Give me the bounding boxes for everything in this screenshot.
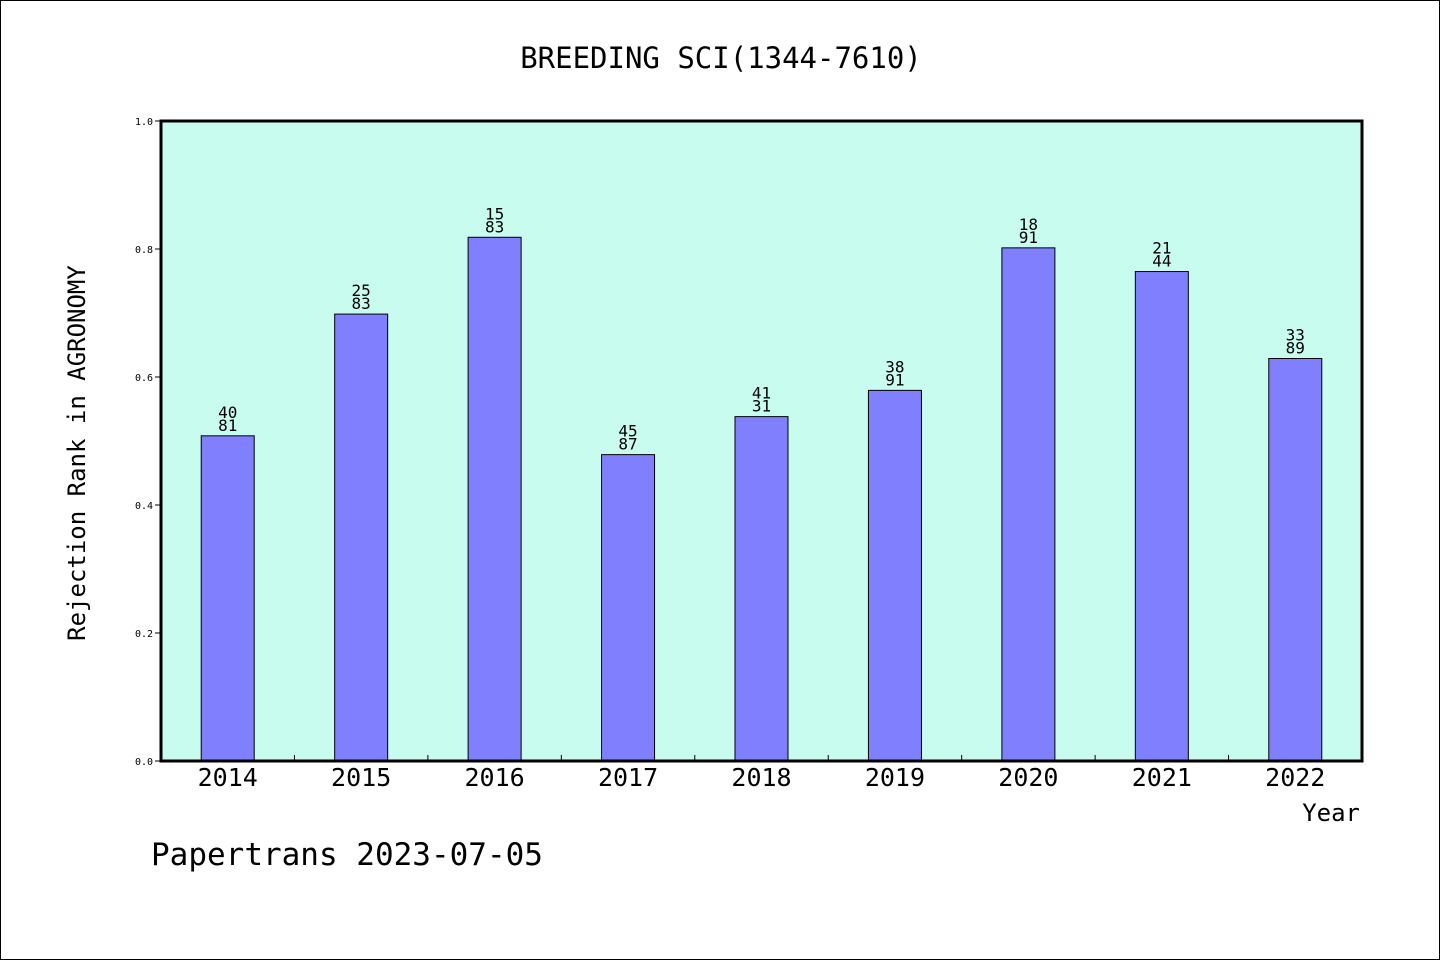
x-tick-label: 2016 (465, 763, 525, 792)
x-tick-label: 2014 (198, 763, 258, 792)
x-tick-label: 2020 (998, 763, 1058, 792)
bar (1268, 358, 1323, 762)
y-axis-ticks: 0.0 0.2 0.4 0.6 0.8 1.0 (135, 117, 161, 768)
y-tick-label: 0.8 (135, 245, 153, 256)
y-tick-label: 0.0 (135, 757, 153, 768)
bar (1001, 247, 1056, 762)
bar-data-label: 44 (1152, 252, 1171, 271)
bar-data-label: 15 (485, 204, 504, 223)
y-tick-label: 0.6 (135, 373, 153, 384)
y-tick-label: 0.2 (135, 629, 153, 640)
x-tick-label: 2021 (1132, 763, 1192, 792)
bar-data-label: 38 (885, 357, 904, 376)
bar-data-label: 91 (885, 370, 904, 389)
x-tick-label: 2018 (731, 763, 791, 792)
bar (867, 389, 922, 762)
x-tick-label: 2019 (865, 763, 925, 792)
bar-data-label: 91 (1019, 228, 1038, 247)
footer-credit: Papertrans 2023-07-05 (151, 837, 543, 873)
y-axis-label: Rejection Rank in AGRONOMY (63, 265, 91, 641)
bar-data-label: 31 (752, 397, 771, 416)
x-tick-label: 2015 (331, 763, 391, 792)
bar-data-label: 87 (618, 435, 637, 454)
bar-data-label: 83 (485, 217, 504, 236)
y-tick-label: 1.0 (135, 117, 153, 128)
bar-data-label: 81 (218, 416, 237, 435)
bar-data-label: 25 (352, 281, 371, 300)
chart-title: BREEDING SCI(1344-7610) (520, 41, 922, 75)
bar-data-label: 83 (352, 294, 371, 313)
bar (334, 313, 389, 762)
bar-data-label: 89 (1286, 339, 1305, 358)
x-tick-label: 2022 (1265, 763, 1325, 792)
plot-border (159, 119, 1364, 763)
x-tick-label: 2017 (598, 763, 658, 792)
bar-data-label: 40 (218, 403, 237, 422)
bar (1134, 271, 1189, 762)
y-tick-label: 0.4 (135, 501, 153, 512)
bar (467, 236, 522, 762)
bar-data-label: 41 (752, 384, 771, 403)
bar (200, 435, 255, 762)
bar (734, 416, 789, 762)
bar-data-label: 33 (1286, 326, 1305, 345)
bar (601, 454, 656, 762)
bar-data-label: 18 (1019, 215, 1038, 234)
x-axis-label: Year (1302, 799, 1360, 827)
bar-data-label: 21 (1152, 239, 1171, 258)
bar-data-label: 45 (618, 422, 637, 441)
x-axis-ticks: 2014 2015 2016 2017 2018 2019 2020 2021 2022 (198, 755, 1325, 792)
